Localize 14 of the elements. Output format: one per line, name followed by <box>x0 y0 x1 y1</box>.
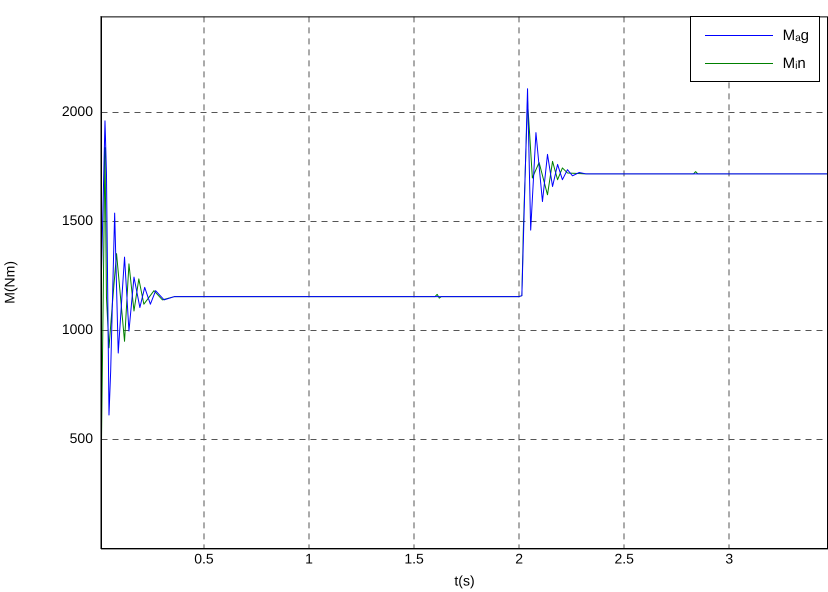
x-tick-label: 1.5 <box>404 550 424 567</box>
legend-label: Mᵢn <box>782 54 806 72</box>
x-tick-label: 2.5 <box>614 550 634 567</box>
y-tick-label: 1000 <box>62 321 94 338</box>
x-tick-label: 3 <box>725 550 734 567</box>
x-tick-label: 1 <box>305 550 314 567</box>
y-tick-label: 2000 <box>62 103 94 120</box>
y-tick-label: 1500 <box>62 212 94 228</box>
x-tick-label: 2 <box>515 550 524 567</box>
x-tick-label: 0.5 <box>194 550 214 567</box>
y-axis-title: M(Nm) <box>1 261 18 304</box>
legend-label: Mₐg <box>782 26 809 44</box>
x-axis-title: t(s) <box>454 572 475 588</box>
y-tick-label: 500 <box>70 430 94 446</box>
